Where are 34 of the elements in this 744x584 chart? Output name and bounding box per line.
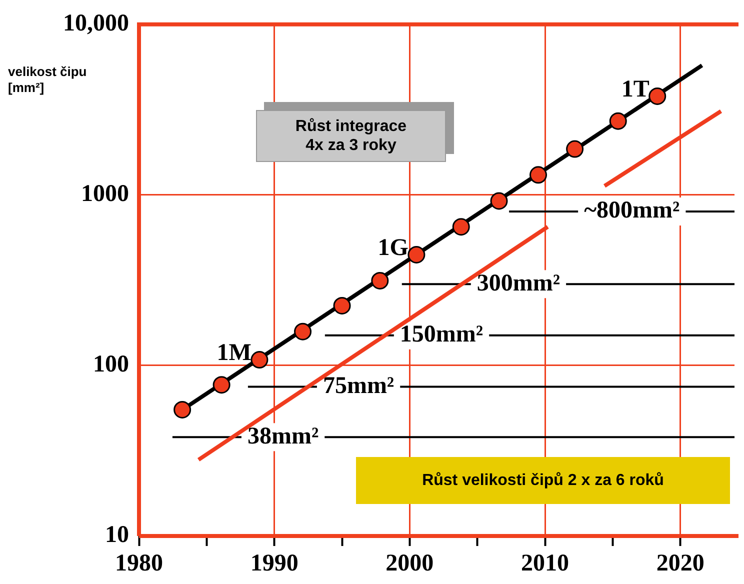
point bbox=[490, 192, 508, 210]
point bbox=[648, 87, 666, 105]
note-box: Růst velikosti čipů 2 x za 6 roků bbox=[356, 457, 730, 504]
annotation: Růst velikosti čipů 2 x za 6 roků bbox=[422, 472, 664, 490]
y-axis-title: velikost čipu [mm²] bbox=[8, 64, 88, 96]
annotation: 1T bbox=[621, 76, 650, 102]
x-tick-label: 1990 bbox=[250, 550, 298, 577]
point bbox=[294, 322, 312, 340]
ref-line-label: 75mm² bbox=[322, 372, 394, 399]
x-tick-label: 2010 bbox=[521, 550, 570, 577]
point bbox=[174, 400, 192, 418]
x-tick-label: 2000 bbox=[386, 550, 434, 577]
point bbox=[408, 246, 426, 264]
point bbox=[333, 296, 351, 314]
point bbox=[609, 112, 627, 130]
ref-line-label: 300mm² bbox=[476, 270, 560, 296]
point bbox=[371, 272, 389, 290]
x-tick-label: 2020 bbox=[656, 550, 704, 577]
point bbox=[566, 140, 584, 158]
point bbox=[250, 351, 268, 369]
y-tick-label: 1000 bbox=[81, 181, 129, 208]
ref-line-label: 150mm² bbox=[400, 322, 484, 348]
annotation: 1M bbox=[216, 340, 252, 366]
y-tick-label: 100 bbox=[93, 352, 129, 378]
ref-line-label: 38mm² bbox=[247, 423, 319, 450]
y-tick-label: 10 bbox=[105, 522, 129, 548]
point bbox=[530, 166, 548, 184]
annotation: Růst integrace 4x za 3 roky bbox=[294, 117, 408, 155]
annotation: 1G bbox=[378, 234, 409, 261]
point bbox=[212, 376, 230, 394]
point bbox=[452, 218, 470, 236]
y-tick-label: 10,000 bbox=[63, 10, 129, 37]
x-tick-label: 1980 bbox=[115, 550, 163, 577]
ref-line-label: ~800mm² bbox=[584, 198, 680, 224]
